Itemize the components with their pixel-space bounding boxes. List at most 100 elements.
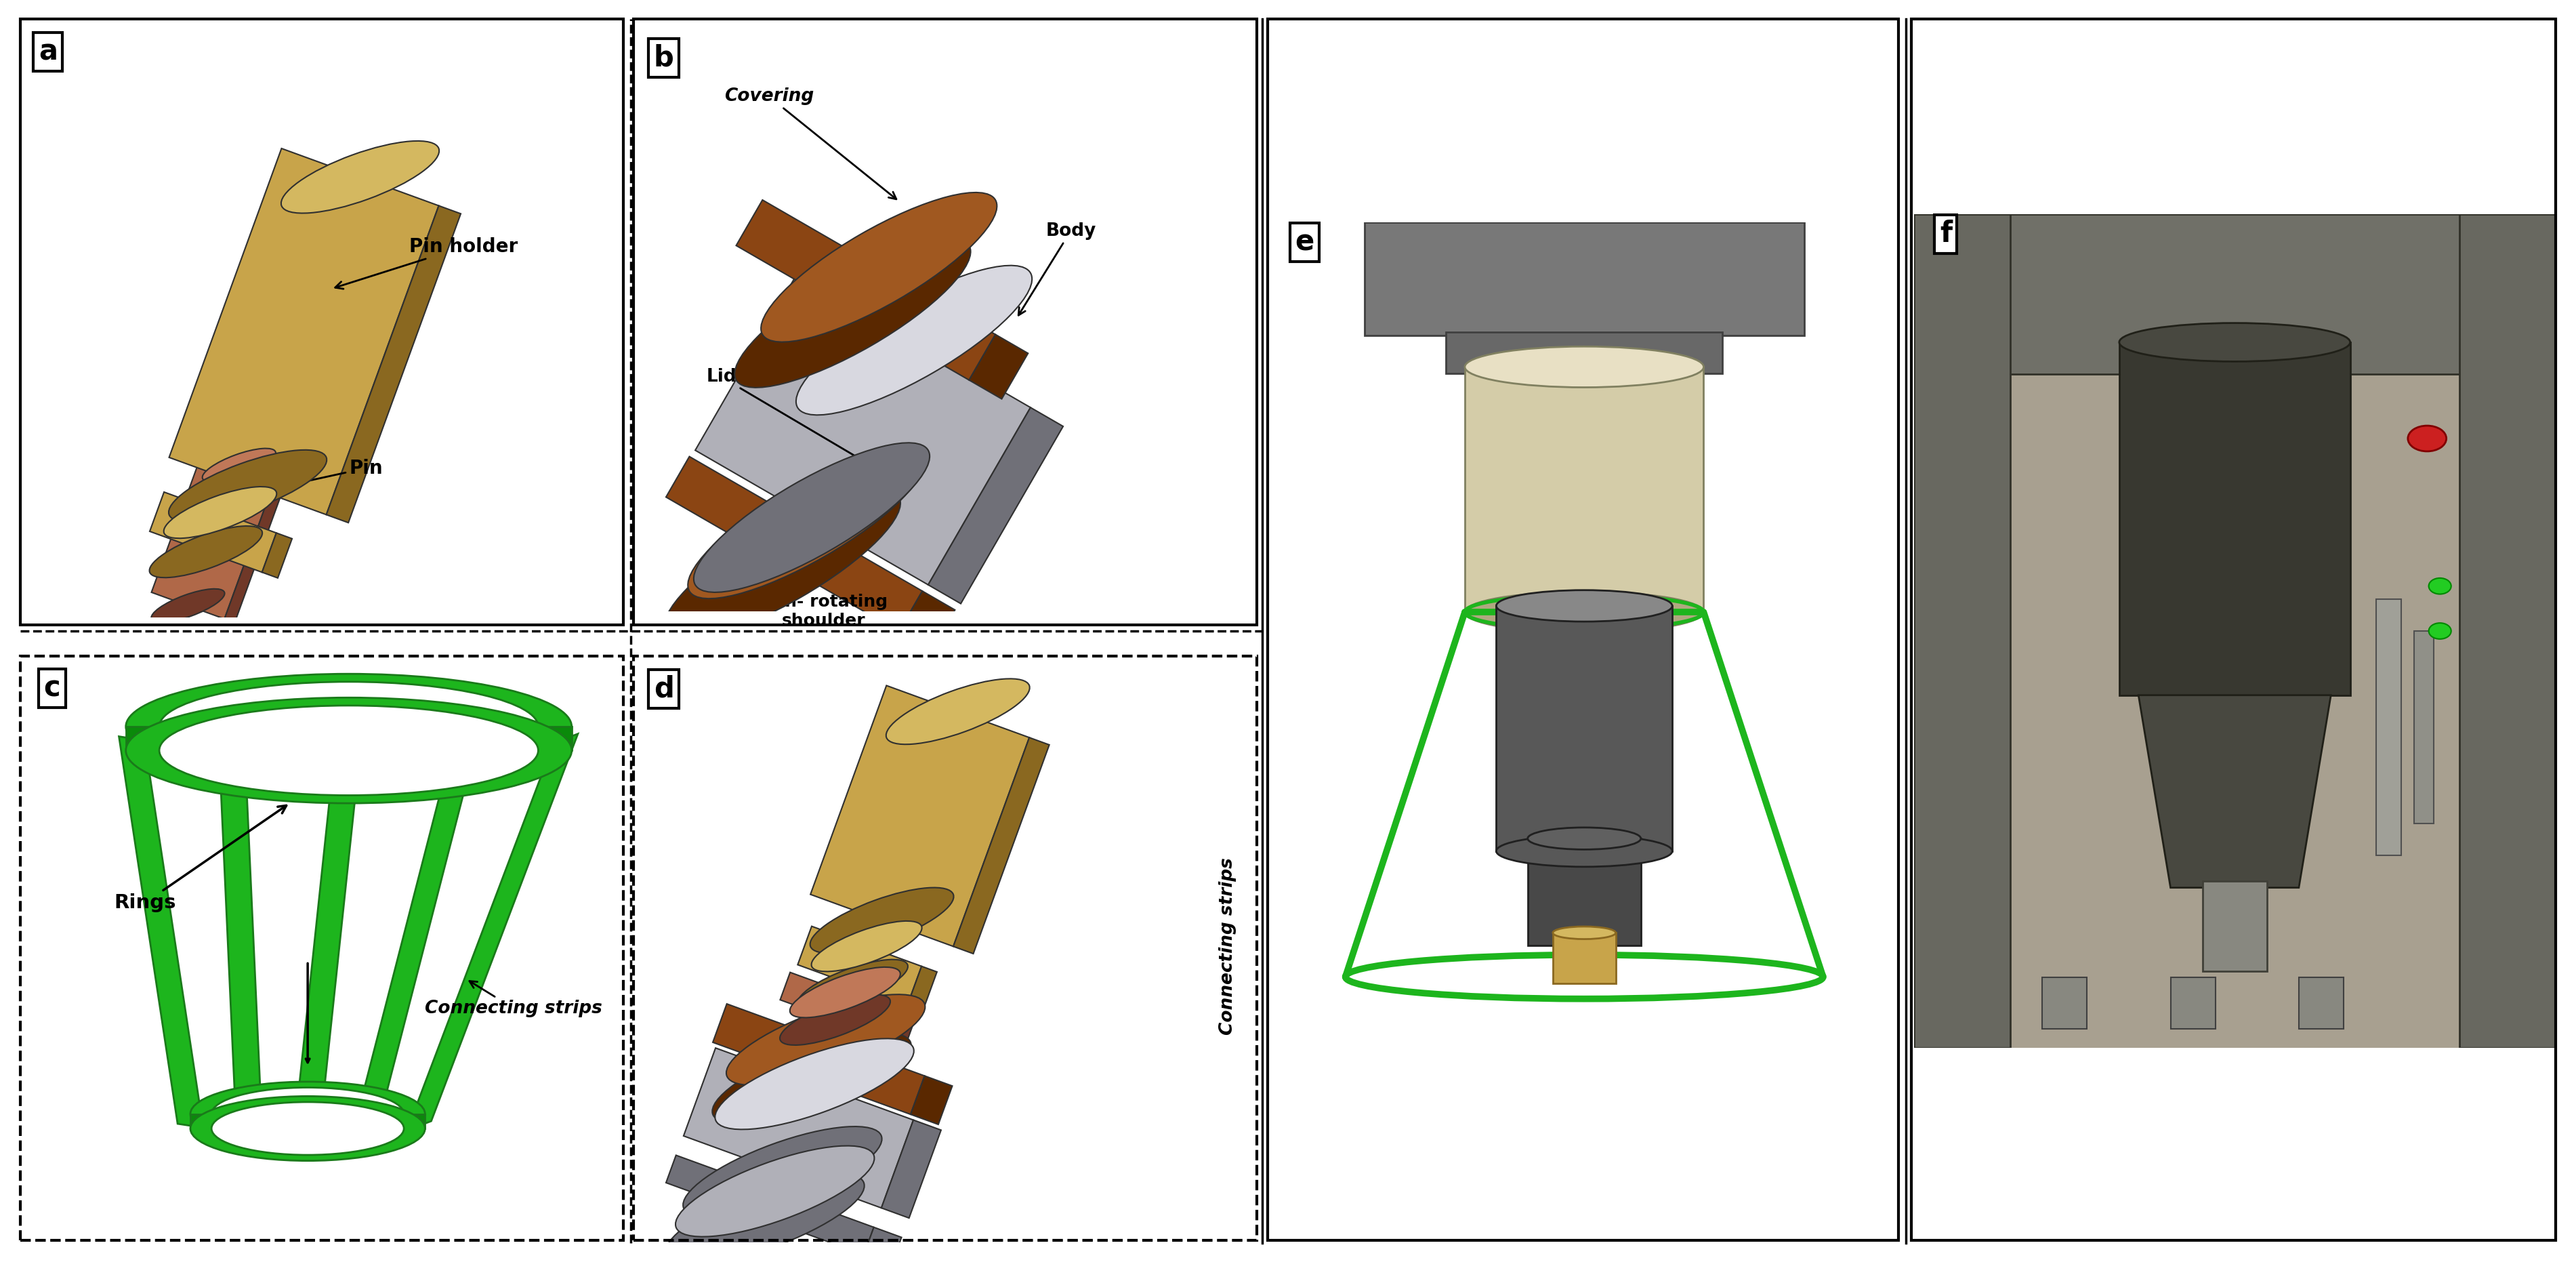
Polygon shape bbox=[152, 452, 276, 618]
Ellipse shape bbox=[126, 674, 572, 780]
Bar bbox=[2460, 215, 2555, 1047]
Ellipse shape bbox=[791, 967, 902, 1017]
Ellipse shape bbox=[1553, 926, 1615, 939]
Polygon shape bbox=[191, 1114, 211, 1128]
Ellipse shape bbox=[714, 1032, 912, 1123]
Ellipse shape bbox=[2409, 425, 2447, 452]
Polygon shape bbox=[294, 737, 361, 1127]
Polygon shape bbox=[327, 206, 461, 522]
Polygon shape bbox=[737, 199, 994, 380]
Polygon shape bbox=[2138, 695, 2331, 887]
Ellipse shape bbox=[167, 451, 327, 522]
Ellipse shape bbox=[204, 448, 276, 482]
Ellipse shape bbox=[799, 959, 907, 1010]
Bar bbox=[2172, 978, 2215, 1029]
Bar bbox=[1553, 933, 1615, 983]
Text: e: e bbox=[1296, 228, 1314, 256]
Bar bbox=[1445, 332, 1723, 374]
Polygon shape bbox=[927, 408, 1064, 603]
Text: Connecting strips: Connecting strips bbox=[1218, 858, 1236, 1035]
Bar bbox=[1497, 606, 1672, 851]
Polygon shape bbox=[126, 727, 160, 751]
Ellipse shape bbox=[796, 265, 1033, 415]
Polygon shape bbox=[404, 1114, 425, 1128]
Text: Body: Body bbox=[1018, 222, 1095, 316]
Ellipse shape bbox=[1497, 835, 1672, 867]
Ellipse shape bbox=[726, 994, 925, 1085]
Ellipse shape bbox=[191, 1097, 425, 1161]
Bar bbox=[1365, 222, 1803, 336]
Bar bbox=[1914, 215, 2555, 375]
Polygon shape bbox=[696, 273, 1030, 584]
Ellipse shape bbox=[760, 192, 997, 342]
Bar bbox=[2414, 631, 2434, 824]
Text: Non- rotating
shoulder: Non- rotating shoulder bbox=[760, 593, 889, 628]
Text: Connecting strips: Connecting strips bbox=[425, 981, 603, 1017]
Ellipse shape bbox=[781, 994, 891, 1045]
Bar bbox=[2202, 881, 2267, 970]
Polygon shape bbox=[263, 533, 291, 578]
Polygon shape bbox=[953, 737, 1048, 954]
Polygon shape bbox=[881, 1119, 940, 1218]
Polygon shape bbox=[899, 591, 956, 650]
Ellipse shape bbox=[1466, 347, 1703, 387]
Bar bbox=[1528, 838, 1641, 945]
Text: Pin: Pin bbox=[234, 458, 384, 500]
Ellipse shape bbox=[886, 679, 1030, 745]
Ellipse shape bbox=[165, 487, 276, 539]
Ellipse shape bbox=[211, 1088, 404, 1141]
Ellipse shape bbox=[665, 490, 902, 639]
Text: Lid: Lid bbox=[706, 369, 866, 463]
Polygon shape bbox=[667, 457, 922, 631]
Polygon shape bbox=[683, 1047, 914, 1208]
Text: a: a bbox=[39, 38, 57, 66]
Ellipse shape bbox=[693, 443, 930, 592]
Ellipse shape bbox=[734, 239, 971, 387]
Polygon shape bbox=[538, 727, 572, 751]
Polygon shape bbox=[909, 1076, 953, 1124]
Ellipse shape bbox=[716, 1039, 914, 1129]
Ellipse shape bbox=[149, 526, 263, 578]
Ellipse shape bbox=[281, 141, 438, 213]
Polygon shape bbox=[863, 1227, 902, 1262]
Polygon shape bbox=[224, 478, 286, 622]
Ellipse shape bbox=[665, 1174, 866, 1262]
Text: Covering: Covering bbox=[724, 87, 896, 199]
Ellipse shape bbox=[211, 1102, 404, 1155]
Ellipse shape bbox=[809, 887, 953, 953]
Ellipse shape bbox=[1466, 592, 1703, 632]
Polygon shape bbox=[219, 738, 263, 1126]
Bar bbox=[2298, 978, 2344, 1029]
Ellipse shape bbox=[2120, 323, 2349, 361]
Text: d: d bbox=[654, 675, 675, 703]
Ellipse shape bbox=[811, 921, 922, 972]
Bar bbox=[2043, 978, 2087, 1029]
Polygon shape bbox=[353, 736, 479, 1129]
Bar bbox=[2120, 342, 2349, 695]
Ellipse shape bbox=[1528, 828, 1641, 849]
Ellipse shape bbox=[2429, 578, 2452, 594]
Ellipse shape bbox=[126, 698, 572, 803]
Text: Rings: Rings bbox=[113, 805, 286, 912]
Polygon shape bbox=[667, 1155, 873, 1254]
Bar bbox=[2375, 599, 2401, 856]
Polygon shape bbox=[714, 1003, 925, 1114]
Polygon shape bbox=[781, 972, 899, 1040]
Text: c: c bbox=[44, 674, 59, 703]
Text: b: b bbox=[654, 44, 675, 72]
Polygon shape bbox=[907, 967, 938, 1011]
Polygon shape bbox=[811, 685, 1030, 946]
Bar bbox=[1466, 367, 1703, 612]
Text: Pin holder: Pin holder bbox=[335, 237, 518, 289]
Polygon shape bbox=[407, 733, 577, 1131]
Polygon shape bbox=[799, 926, 922, 1005]
Ellipse shape bbox=[191, 1082, 425, 1146]
Polygon shape bbox=[969, 334, 1028, 399]
Text: f: f bbox=[1940, 220, 1953, 249]
Polygon shape bbox=[891, 1012, 914, 1045]
Polygon shape bbox=[118, 737, 204, 1128]
Polygon shape bbox=[149, 492, 276, 572]
Ellipse shape bbox=[688, 449, 925, 598]
Ellipse shape bbox=[2429, 623, 2452, 639]
Bar bbox=[1914, 215, 2009, 1047]
